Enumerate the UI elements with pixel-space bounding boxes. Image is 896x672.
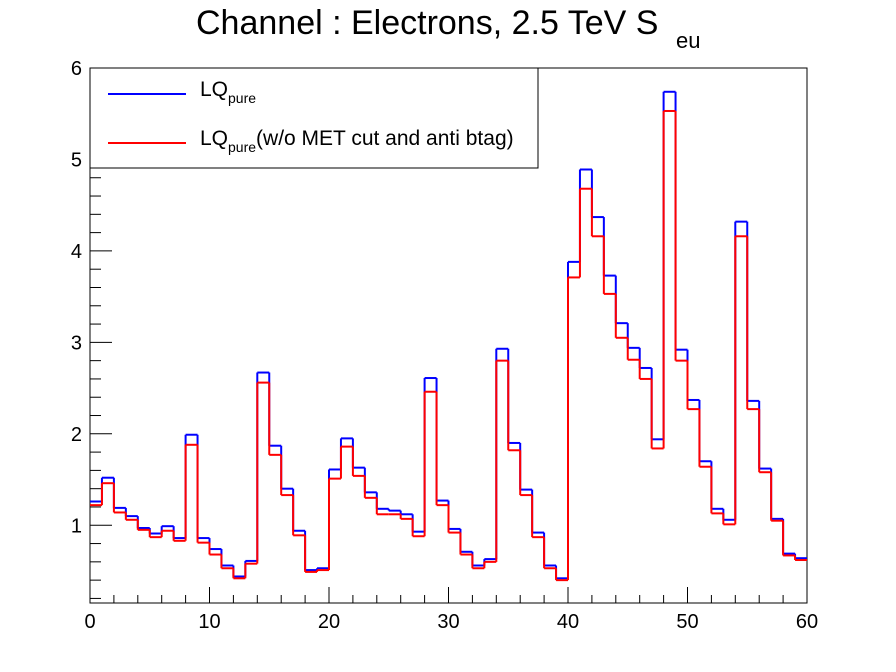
legend-label-1: LQpure(w/o MET cut and anti btag) (200, 127, 514, 155)
series-group (90, 90, 807, 582)
chart-title: Channel : Electrons, 2.5 TeV S (196, 4, 658, 42)
chart-title-group: Channel : Electrons, 2.5 TeV S eu (196, 4, 700, 53)
x-tick-label: 60 (796, 611, 818, 633)
legend-label-0-name: LQ (200, 78, 228, 101)
y-tick-label: 4 (71, 241, 82, 263)
legend-label-0: LQpure (200, 78, 256, 106)
x-tick-label: 40 (557, 611, 579, 633)
axes: 0 10 20 30 40 50 60 1 2 3 4 5 6 (71, 58, 818, 633)
chart-title-subscript: eu (676, 28, 700, 53)
series-1 (90, 109, 807, 582)
x-tick-label: 0 (84, 611, 95, 633)
x-tick-label: 20 (318, 611, 340, 633)
x-tick-label: 10 (198, 611, 220, 633)
legend-label-1-suffix: (w/o MET cut and anti btag) (256, 127, 514, 150)
y-tick-label: 3 (71, 332, 82, 354)
legend-label-1-subscript: pure (228, 139, 256, 155)
x-tick-label: 30 (437, 611, 459, 633)
y-tick-label: 5 (71, 149, 82, 171)
y-tick-label: 1 (71, 515, 82, 537)
y-tick-label: 2 (71, 424, 82, 446)
x-tick-label: 50 (676, 611, 698, 633)
legend-label-0-subscript: pure (228, 90, 256, 106)
legend-label-1-name: LQ (200, 127, 228, 150)
y-tick-label: 6 (71, 58, 82, 80)
legend-box (89, 67, 539, 169)
legend: LQpure LQpure(w/o MET cut and anti btag) (89, 67, 539, 169)
